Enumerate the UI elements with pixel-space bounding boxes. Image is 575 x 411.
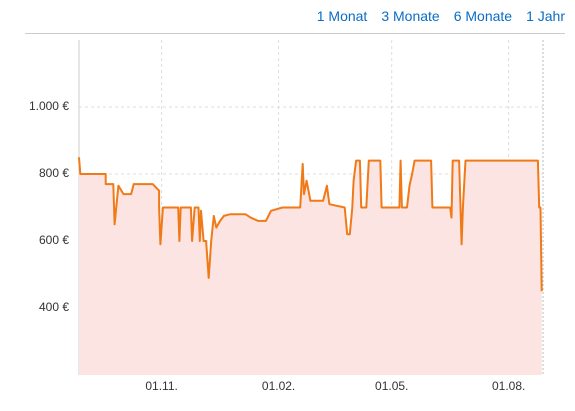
y-tick-label: 1.000 €	[29, 99, 69, 113]
range-links: 1 Monat 3 Monate 6 Monate 1 Jahr	[303, 8, 565, 24]
y-tick-label: 600 €	[39, 233, 69, 247]
area	[79, 157, 542, 375]
x-tick-label: 01.11.	[145, 379, 177, 393]
range-link[interactable]: 6 Monate	[453, 8, 513, 24]
y-tick-label: 800 €	[39, 166, 69, 180]
range-link[interactable]: 3 Monate	[381, 8, 440, 24]
x-tick-label: 01.02.	[262, 379, 295, 393]
price-line	[78, 157, 543, 292]
x-tick-label: 01.08.	[492, 379, 525, 393]
range-link[interactable]: 1 Jahr	[526, 8, 565, 24]
range-link[interactable]: 1 Monat	[316, 8, 368, 24]
x-tick-label: 01.05.	[375, 379, 408, 393]
y-tick-label: 400 €	[39, 300, 69, 314]
